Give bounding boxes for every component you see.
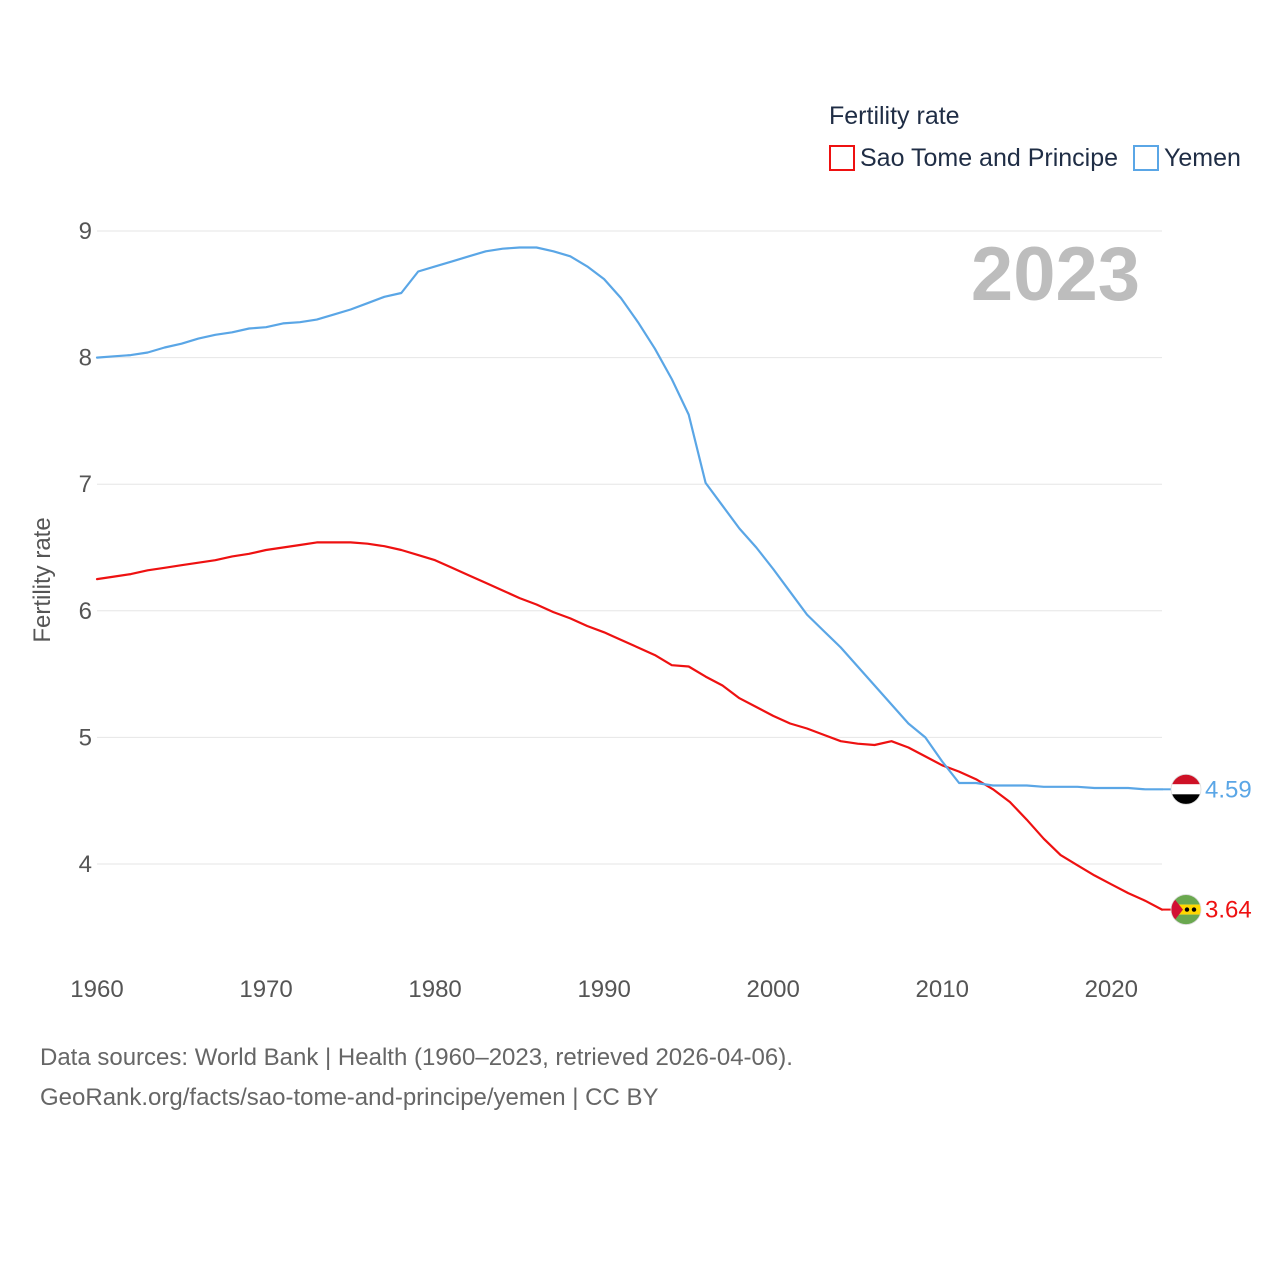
x-tick-label-1960: 1960	[70, 976, 123, 1003]
sao-tome-and-principe-flag-icon	[1170, 894, 1202, 925]
y-axis-title: Fertility rate	[29, 517, 56, 642]
legend-item-sao-tome-and-principe[interactable]: Sao Tome and Principe	[829, 144, 1118, 172]
series-line-yemen	[95, 246, 1164, 791]
y-tick-label-5: 5	[79, 724, 92, 751]
x-tick-label-1990: 1990	[577, 976, 630, 1003]
x-tick-label-2000: 2000	[746, 976, 799, 1003]
series-line-sao-tome-and-principe	[95, 541, 1164, 911]
legend-swatch-yemen	[1133, 145, 1159, 171]
x-tick-label-1980: 1980	[408, 976, 461, 1003]
legend-label-yemen: Yemen	[1164, 144, 1241, 172]
legend-item-yemen[interactable]: Yemen	[1133, 144, 1241, 172]
data-sources-note: Data sources: World Bank | Health (1960–…	[40, 1044, 793, 1071]
x-tick-label-2020: 2020	[1085, 976, 1138, 1003]
legend-title: Fertility rate	[829, 102, 960, 130]
series-end-markers: 3.64 4.59	[1162, 773, 1252, 925]
y-axis-ticks: 4 5 6 7 8 9	[79, 218, 92, 878]
end-value-label-yemen: 4.59	[1205, 776, 1252, 803]
x-tick-label-2010: 2010	[916, 976, 969, 1003]
yemen-flag-icon	[1170, 773, 1202, 805]
legend-label-sao-tome-and-principe: Sao Tome and Principe	[860, 144, 1118, 172]
legend-swatch-sao-tome-and-principe	[829, 145, 855, 171]
grid	[97, 230, 1162, 865]
year-label: 2023	[971, 232, 1140, 317]
y-tick-label-9: 9	[79, 218, 92, 245]
series-lines	[95, 246, 1164, 911]
source-link[interactable]: GeoRank.org/facts/sao-tome-and-principe/…	[40, 1084, 659, 1111]
x-axis-ticks: 1960 1970 1980 1990 2000 2010 2020	[70, 976, 1138, 1003]
y-tick-label-4: 4	[79, 851, 92, 878]
y-tick-label-6: 6	[79, 598, 92, 625]
y-tick-label-7: 7	[79, 471, 92, 498]
x-tick-label-1970: 1970	[239, 976, 292, 1003]
end-value-label-sao-tome-and-principe: 3.64	[1205, 897, 1252, 924]
legend: Fertility rate Sao Tome and Principe Yem…	[829, 102, 1241, 172]
y-tick-label-8: 8	[79, 345, 92, 372]
